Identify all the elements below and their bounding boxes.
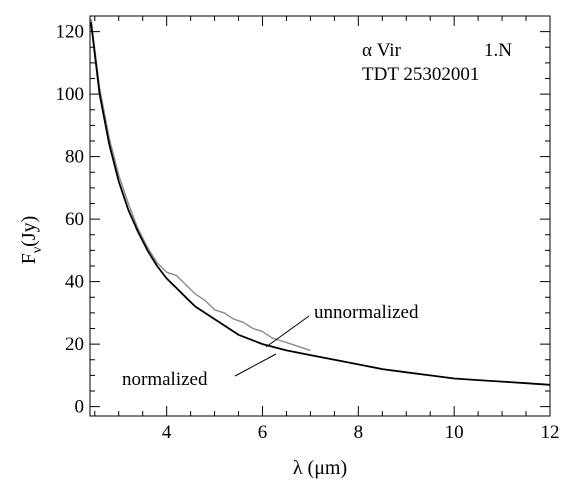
x-tick-label: 4 <box>162 422 172 443</box>
y-tick-label: 100 <box>56 84 85 105</box>
series-unnormalized <box>90 19 311 352</box>
tdt-label: TDT 25302001 <box>362 64 479 85</box>
y-tick-label: 80 <box>65 147 84 168</box>
x-axis-label: λ (μm) <box>293 457 347 479</box>
y-tick-label: 40 <box>65 272 84 293</box>
x-tick-label: 10 <box>445 422 464 443</box>
y-axis-label: Fν(Jy) <box>18 216 45 265</box>
y-tick-label: 20 <box>65 334 84 355</box>
y-tick-label: 120 <box>56 22 85 43</box>
x-tick-label: 12 <box>541 422 560 443</box>
series-normalized <box>90 22 551 386</box>
spectra-lines <box>90 19 551 386</box>
plot-frame <box>89 15 551 417</box>
star-label: α Vir <box>362 40 402 61</box>
y-axis-label-sub: ν <box>30 247 45 253</box>
aot-label: 1.N <box>484 40 512 61</box>
x-tick-label: 6 <box>258 422 268 443</box>
normalized-label: normalized <box>122 369 208 390</box>
y-tick-label: 60 <box>65 209 84 230</box>
y-tick-label: 0 <box>75 397 85 418</box>
x-tick-label: 8 <box>354 422 364 443</box>
normalized-pointer <box>234 353 277 377</box>
unnormalized-label: unnormalized <box>314 302 419 323</box>
y-axis-label-rest: (Jy) <box>18 216 40 247</box>
unnormalized-pointer <box>265 315 310 348</box>
y-axis-label-main: F <box>18 253 40 264</box>
